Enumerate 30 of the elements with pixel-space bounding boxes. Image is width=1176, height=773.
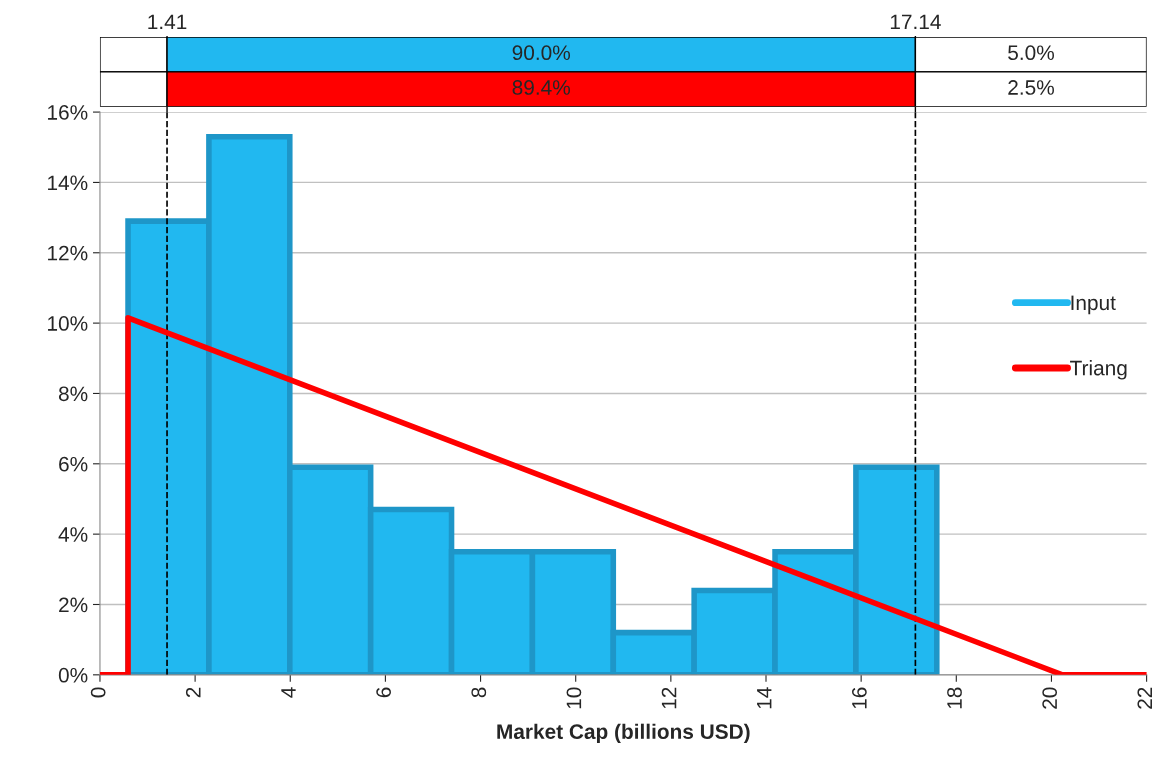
x-tick-label: 16	[851, 687, 867, 709]
y-tick-label: 6%	[59, 456, 88, 472]
x-tick-label: 2	[185, 687, 201, 698]
x-tick-label: 6	[376, 687, 391, 698]
x-tick-label: 20	[1042, 687, 1058, 709]
x-tick-label: 8	[471, 687, 487, 698]
x-tick-label: 18	[947, 687, 962, 709]
text: 90.0%	[512, 45, 571, 61]
x-tick-label: 14	[757, 687, 772, 709]
x-tick-label: 4	[281, 687, 296, 698]
x-tick-label: 10	[566, 687, 582, 709]
y-tick-label: 14%	[48, 175, 88, 191]
x-axis-title: Market Cap (billions USD)	[497, 723, 750, 744]
text: 89.4%	[512, 80, 571, 95]
y-tick-label: 10%	[48, 316, 88, 331]
ref-line-label: 1.41	[148, 14, 187, 29]
y-tick-label: 0%	[58, 667, 88, 683]
y-tick-label: 16%	[48, 105, 88, 120]
text: 2.5%	[1008, 80, 1054, 95]
legend-label: Triang	[1070, 360, 1127, 380]
legend-label: Input	[1071, 295, 1116, 315]
y-tick-label: 8%	[58, 386, 88, 402]
x-tick-label: 0	[90, 687, 106, 698]
y-tick-label: 12%	[48, 245, 88, 261]
y-tick-label: 4%	[58, 527, 88, 542]
x-tick-label: 12	[661, 687, 677, 709]
text: 5.0%	[1008, 45, 1054, 61]
ref-line-label: 17.14	[890, 14, 941, 29]
x-tick-label: 22	[1137, 687, 1152, 709]
y-tick-label: 2%	[59, 597, 88, 613]
